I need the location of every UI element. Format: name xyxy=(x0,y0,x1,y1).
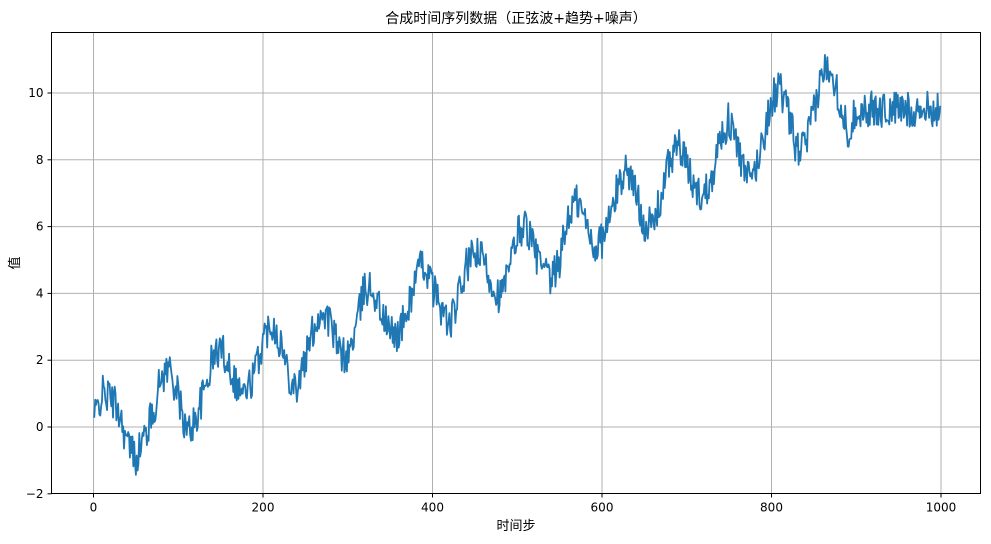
x-tick-label: 600 xyxy=(591,501,614,515)
y-tick-label: 10 xyxy=(28,86,43,100)
grid-lines xyxy=(51,32,981,494)
y-tick-label: 0 xyxy=(36,420,44,434)
series-layer xyxy=(93,54,942,476)
y-axis-label: 值 xyxy=(7,256,23,269)
x-tick-label: 800 xyxy=(760,501,783,515)
x-tick-label: 200 xyxy=(252,501,275,515)
x-tick-label: 0 xyxy=(90,501,98,515)
y-tick-label: 4 xyxy=(36,286,44,300)
plot-area: 0 200 400 600 800 1000 −2 0 2 4 6 8 10 xyxy=(26,32,981,515)
data-line xyxy=(93,54,942,476)
x-axis-label: 时间步 xyxy=(496,519,535,534)
chart-title: 合成时间序列数据（正弦波+趋势+噪声） xyxy=(385,11,646,27)
x-tick-label: 1000 xyxy=(926,501,957,515)
y-tick-label: 8 xyxy=(36,153,44,167)
y-tick-label: 6 xyxy=(36,220,44,234)
x-tick-label: 400 xyxy=(421,501,444,515)
y-axis-ticks: −2 0 2 4 6 8 10 xyxy=(26,86,52,501)
y-tick-label: 2 xyxy=(36,353,44,367)
x-axis-ticks: 0 200 400 600 800 1000 xyxy=(90,493,957,515)
plot-frame xyxy=(51,32,981,494)
y-tick-label: −2 xyxy=(26,487,44,501)
